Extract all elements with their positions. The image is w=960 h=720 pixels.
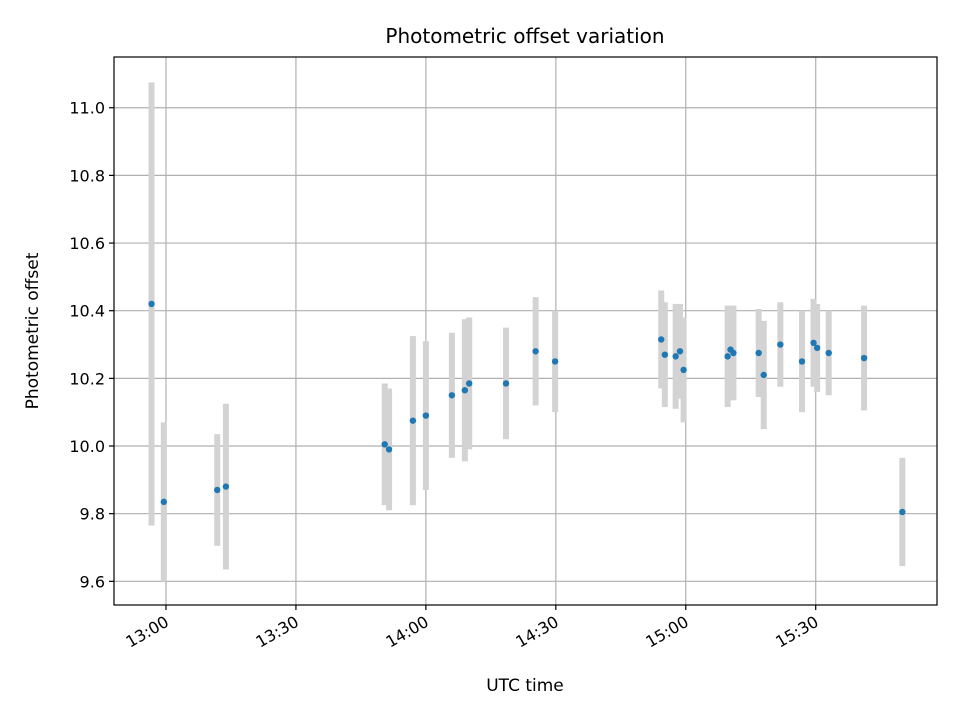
plot-frame <box>113 56 938 606</box>
data-point <box>676 348 684 355</box>
y-tick-label: 10.0 <box>69 437 105 456</box>
data-point <box>222 483 230 490</box>
data-point <box>214 486 221 494</box>
data-point <box>760 371 767 379</box>
data-point <box>680 366 687 374</box>
data-point <box>160 498 168 506</box>
data-point <box>502 380 510 387</box>
data-point <box>899 508 906 516</box>
data-point <box>810 339 817 347</box>
y-tick-label: 10.4 <box>69 302 105 321</box>
data-point <box>385 446 393 453</box>
y-tick-label: 10.2 <box>69 369 105 388</box>
data-point <box>532 348 539 355</box>
data-point <box>860 354 868 362</box>
y-tick-label: 9.8 <box>80 505 105 524</box>
data-point <box>724 353 731 360</box>
data-point <box>381 441 388 448</box>
data-point <box>465 380 473 387</box>
y-axis-title: Photometric offset <box>23 252 43 409</box>
data-point <box>825 349 832 357</box>
data-point <box>658 336 665 343</box>
y-axis: 9.6 9.8 10.0 10.2 10.4 10.6 10.8 11.0 <box>69 99 114 591</box>
data-point <box>755 349 762 357</box>
data-point <box>422 412 430 419</box>
data-point <box>661 351 669 358</box>
data-point <box>813 344 821 352</box>
y-tick-label: 9.6 <box>80 572 105 591</box>
data-point <box>777 341 784 348</box>
data-point <box>148 300 155 308</box>
data-point <box>448 392 456 399</box>
data-points <box>148 300 906 516</box>
data-point <box>798 358 806 365</box>
data-point <box>672 353 679 360</box>
y-tick-label: 11.0 <box>69 99 105 118</box>
data-point <box>409 417 417 424</box>
data-point <box>461 386 469 394</box>
data-point <box>730 349 737 357</box>
data-point <box>551 358 559 365</box>
y-tick-label: 10.6 <box>69 234 105 253</box>
chart-title: Photometric offset variation <box>385 24 664 48</box>
y-tick-label: 10.8 <box>69 166 105 185</box>
x-axis-title: UTC time <box>486 676 564 696</box>
